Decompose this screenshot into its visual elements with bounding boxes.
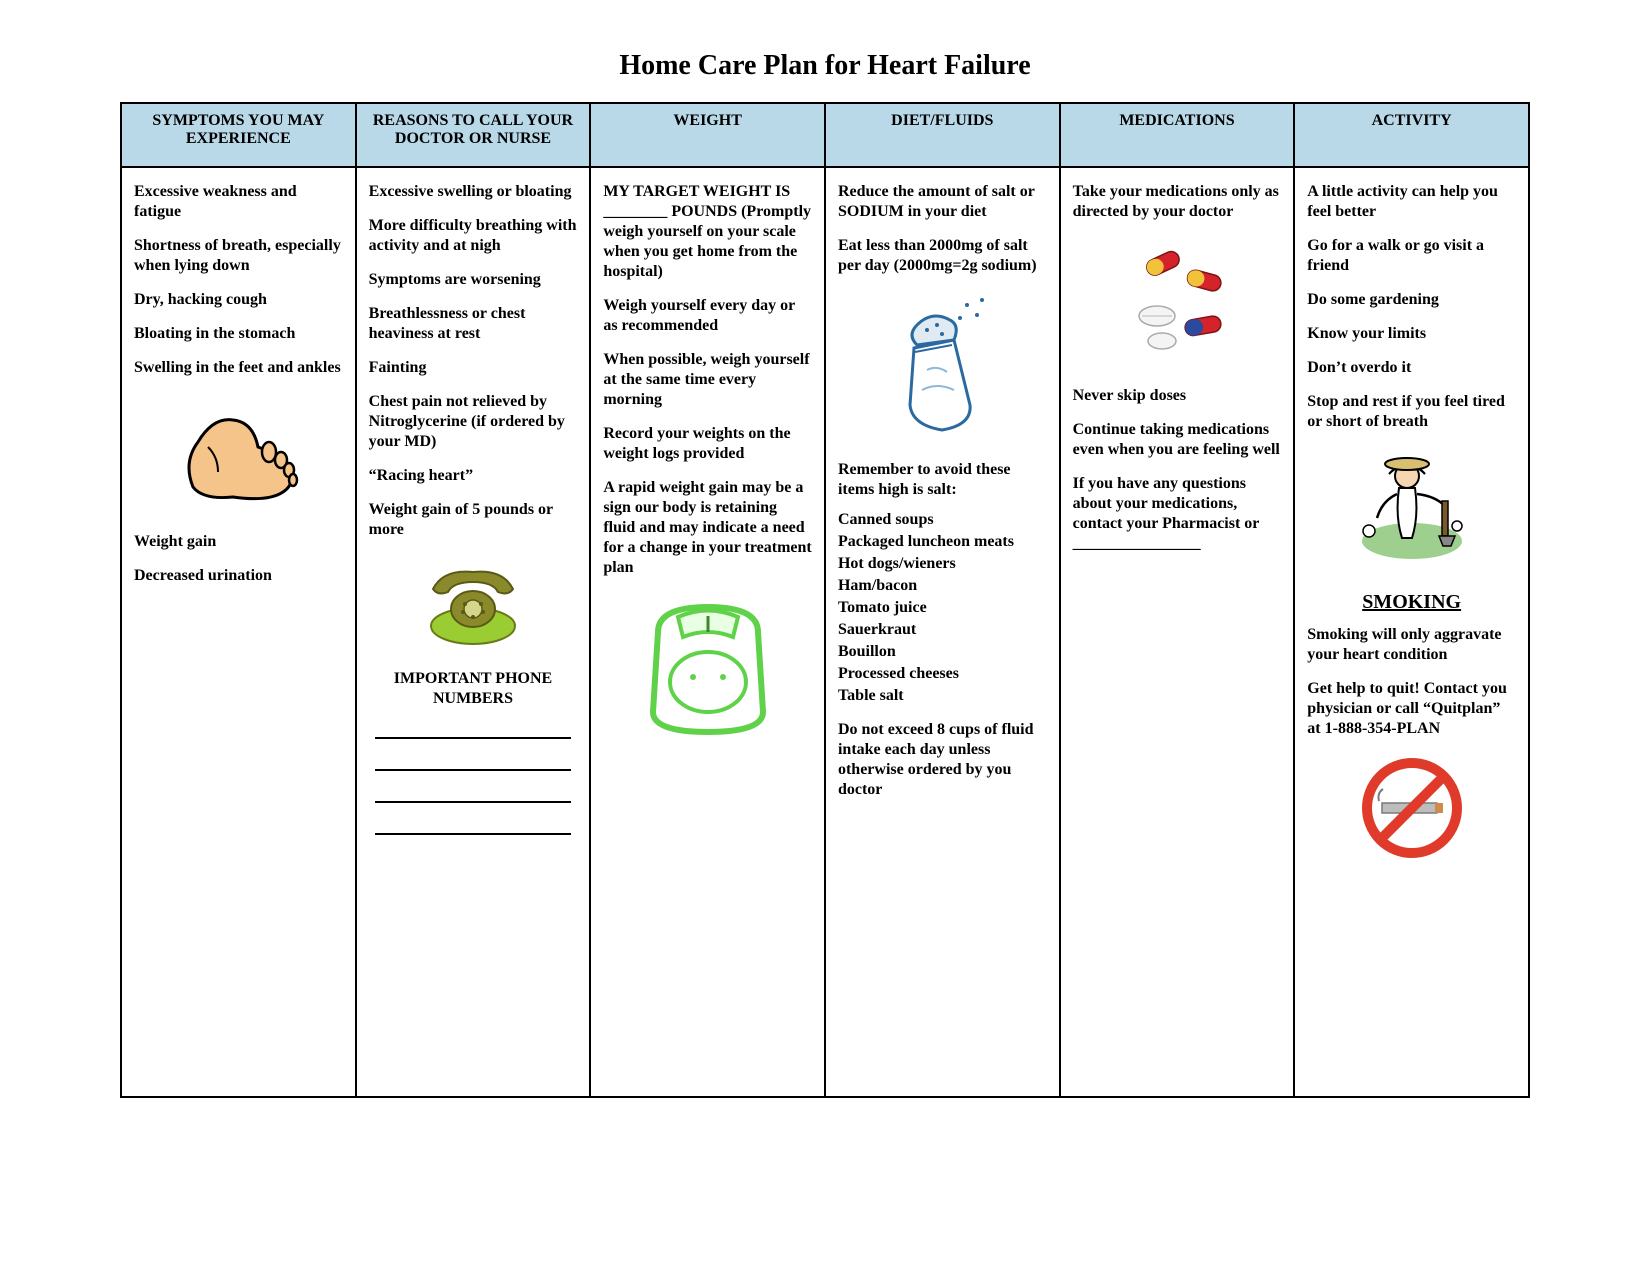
header-row: SYMPTOMS YOU MAY EXPERIENCE REASONS TO C… (121, 103, 1529, 167)
cell-activity: A little activity can help you feel bett… (1294, 167, 1529, 1097)
list-item: A rapid weight gain may be a sign our bo… (603, 478, 812, 578)
list-item: Do some gardening (1307, 290, 1516, 310)
list-item: Know your limits (1307, 324, 1516, 344)
list-item: Symptoms are worsening (369, 270, 578, 290)
list-item: Fainting (369, 358, 578, 378)
list-item: Bouillon (838, 642, 1047, 662)
list-item: MY TARGET WEIGHT IS ________ POUNDS (Pro… (603, 182, 812, 282)
list-item: Never skip doses (1073, 386, 1282, 406)
cell-weight: MY TARGET WEIGHT IS ________ POUNDS (Pro… (590, 167, 825, 1097)
phone-line[interactable] (375, 781, 572, 803)
list-item: A little activity can help you feel bett… (1307, 182, 1516, 222)
gardener-icon (1307, 446, 1516, 572)
telephone-icon (369, 554, 578, 655)
list-item: Canned soups (838, 510, 1047, 530)
list-item: Ham/bacon (838, 576, 1047, 596)
cell-symptoms: Excessive weakness and fatigue Shortness … (121, 167, 356, 1097)
phone-numbers-label: IMPORTANT PHONE NUMBERS (369, 669, 578, 709)
list-item: Shortness of breath, especially when lyi… (134, 236, 343, 276)
salt-shaker-icon (838, 290, 1047, 446)
cell-diet: Reduce the amount of salt or SODIUM in y… (825, 167, 1060, 1097)
list-item: Eat less than 2000mg of salt per day (20… (838, 236, 1047, 276)
list-item: Weight gain (134, 532, 343, 552)
list-item: Weight gain of 5 pounds or more (369, 500, 578, 540)
list-item: “Racing heart” (369, 466, 578, 486)
list-item: Excessive swelling or bloating (369, 182, 578, 202)
cell-medications: Take your medications only as directed b… (1060, 167, 1295, 1097)
list-item: Dry, hacking cough (134, 290, 343, 310)
smoking-header: SMOKING (1307, 590, 1516, 615)
list-item: Don’t overdo it (1307, 358, 1516, 378)
body-row: Excessive weakness and fatigue Shortness … (121, 167, 1529, 1097)
list-item: Take your medications only as directed b… (1073, 182, 1282, 222)
scale-icon (603, 592, 812, 748)
list-item: Record your weights on the weight logs p… (603, 424, 812, 464)
list-item: Breathlessness or chest heaviness at res… (369, 304, 578, 344)
list-item: Processed cheeses (838, 664, 1047, 684)
care-plan-table: SYMPTOMS YOU MAY EXPERIENCE REASONS TO C… (120, 102, 1530, 1098)
list-item: If you have any questions about your med… (1073, 474, 1282, 554)
list-item: Bloating in the stomach (134, 324, 343, 344)
page-title: Home Care Plan for Heart Failure (120, 50, 1530, 82)
list-item: Get help to quit! Contact you physician … (1307, 679, 1516, 739)
list-item: Packaged luncheon meats (838, 532, 1047, 552)
avoid-intro: Remember to avoid these items high is sa… (838, 460, 1047, 500)
phone-line[interactable] (375, 813, 572, 835)
list-item: Decreased urination (134, 566, 343, 586)
list-item: Go for a walk or go visit a friend (1307, 236, 1516, 276)
list-item: Stop and rest if you feel tired or short… (1307, 392, 1516, 432)
list-item: Weigh yourself every day or as recommend… (603, 296, 812, 336)
col-header-activity: ACTIVITY (1294, 103, 1529, 167)
page: Home Care Plan for Heart Failure SYMPTOM… (0, 0, 1650, 1275)
phone-line[interactable] (375, 749, 572, 771)
phone-line[interactable] (375, 717, 572, 739)
foot-icon (134, 392, 343, 518)
list-item: Hot dogs/wieners (838, 554, 1047, 574)
no-smoking-icon (1307, 753, 1516, 869)
cell-reasons: Excessive swelling or bloating More diffi… (356, 167, 591, 1097)
list-item: When possible, weigh yourself at the sam… (603, 350, 812, 410)
list-item: Table salt (838, 686, 1047, 706)
list-item: Continue taking medications even when yo… (1073, 420, 1282, 460)
fluid-note: Do not exceed 8 cups of fluid intake eac… (838, 720, 1047, 800)
list-item: Excessive weakness and fatigue (134, 182, 343, 222)
col-header-weight: WEIGHT (590, 103, 825, 167)
list-item: Reduce the amount of salt or SODIUM in y… (838, 182, 1047, 222)
col-header-reasons: REASONS TO CALL YOUR DOCTOR OR NURSE (356, 103, 591, 167)
list-item: More difficulty breathing with activity … (369, 216, 578, 256)
list-item: Swelling in the feet and ankles (134, 358, 343, 378)
col-header-diet: DIET/FLUIDS (825, 103, 1060, 167)
list-item: Sauerkraut (838, 620, 1047, 640)
col-header-symptoms: SYMPTOMS YOU MAY EXPERIENCE (121, 103, 356, 167)
list-item: Chest pain not relieved by Nitroglycerin… (369, 392, 578, 452)
col-header-meds: MEDICATIONS (1060, 103, 1295, 167)
list-item: Smoking will only aggravate your heart c… (1307, 625, 1516, 665)
pills-icon (1073, 236, 1282, 372)
list-item: Tomato juice (838, 598, 1047, 618)
phone-lines (369, 717, 578, 835)
